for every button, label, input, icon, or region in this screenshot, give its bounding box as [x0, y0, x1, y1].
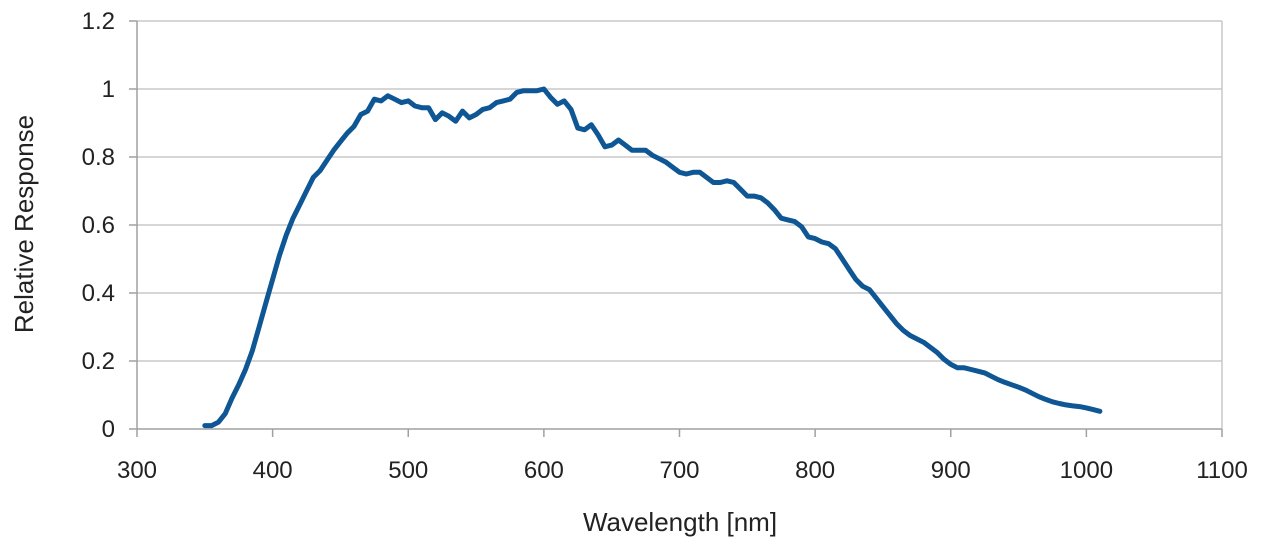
y-axis-title: Relative Response	[9, 115, 39, 333]
x-tick-label: 1100	[1196, 457, 1248, 484]
x-tick-label: 900	[931, 457, 971, 484]
x-tick-label: 700	[659, 457, 699, 484]
y-tick-label: 0.2	[82, 348, 115, 375]
y-tick-label: 0	[102, 416, 115, 443]
y-tick-label: 1	[102, 76, 115, 103]
y-tick-label: 0.4	[82, 280, 115, 307]
axes	[129, 20, 1223, 437]
y-tick-label: 1.2	[82, 8, 115, 35]
y-tick-label: 0.8	[82, 144, 115, 171]
series-line-0	[202, 86, 1103, 429]
series-layer	[202, 86, 1103, 429]
x-tick-label: 400	[253, 457, 293, 484]
x-axis-title: Wavelength [nm]	[583, 507, 777, 537]
x-tick-label: 300	[117, 457, 157, 484]
x-tick-label: 500	[388, 457, 428, 484]
x-tick-label: 600	[524, 457, 564, 484]
tick-labels: 0 0.2 0.4 0.6 0.8 1 1.2 300 400 500 600 700 800 900 10…	[82, 8, 1248, 484]
y-tick-label: 0.6	[82, 212, 115, 239]
x-tick-label: 1000	[1060, 457, 1113, 484]
x-tick-label: 800	[795, 457, 835, 484]
gridlines	[137, 20, 1223, 429]
